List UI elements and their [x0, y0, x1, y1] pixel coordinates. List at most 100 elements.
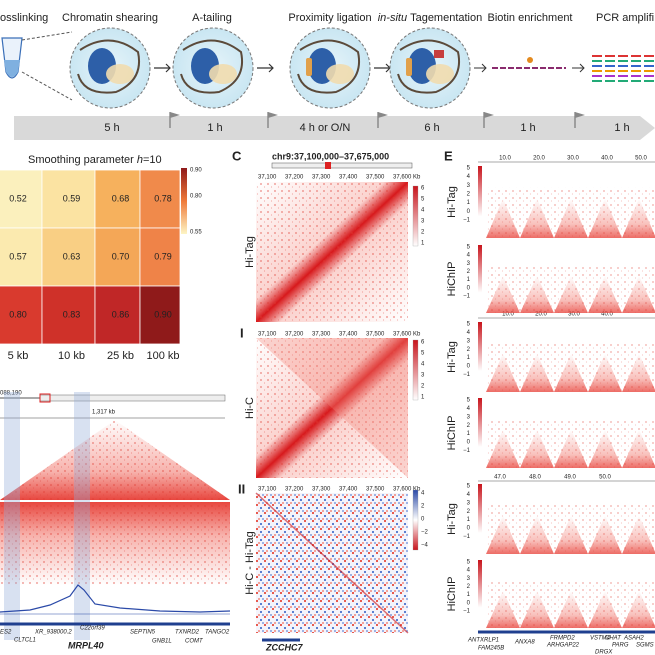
cell-value: 0.57 [9, 251, 27, 261]
colorbar-label: 2 [421, 504, 425, 510]
ideogram-mark [325, 162, 331, 169]
colorbar-label: −1 [463, 294, 471, 300]
axis-label: 37,400 [339, 487, 358, 493]
protein [326, 64, 354, 84]
colorbar-label: 5 [467, 245, 471, 251]
cell-value: 0.59 [63, 193, 81, 203]
duration: 1 h [614, 122, 629, 134]
colorbar [478, 322, 482, 371]
cell-value: 0.79 [154, 251, 172, 261]
gene-label: CLTCL1 [14, 638, 36, 644]
gene-label: ASAH2 [623, 636, 644, 642]
cell-value: 0.86 [112, 309, 130, 319]
axis-label: 37,100 [258, 332, 277, 338]
step-label: Chromatin shearing [62, 12, 158, 24]
colorbar [478, 484, 482, 533]
y-label: Hi-C - Hi-Tag [244, 531, 256, 595]
colorbar-label: 3 [467, 414, 471, 420]
colorbar-label: 3 [467, 183, 471, 189]
gene-label: C22orf39 [80, 626, 105, 632]
gene-label: FRMPD2 [550, 636, 575, 642]
y-label: Hi-Tag [244, 236, 256, 268]
colorbar-label: 0 [467, 209, 471, 215]
track-label: HiChIP [446, 262, 458, 297]
colorbar [478, 560, 482, 608]
axis-label: 37,600 Kb [393, 175, 421, 181]
axis-label: 50.0 [599, 475, 611, 481]
duration: 6 h [424, 122, 439, 134]
protein [106, 64, 134, 84]
axis-label: 30.0 [567, 156, 579, 162]
gene-label: CHAT [605, 636, 622, 642]
colorbar-label: 2 [467, 191, 471, 197]
title-text: Smoothing parameter [28, 154, 137, 166]
track-label: Hi-Tag [446, 186, 458, 218]
axis-label: 37,100 [258, 487, 277, 493]
cell-value: 0.78 [154, 193, 172, 203]
column-label: 25 kb [107, 350, 134, 362]
flag [268, 112, 278, 118]
contact-dots [486, 419, 655, 468]
colorbar-label: 0 [467, 526, 471, 532]
colorbar [478, 398, 482, 447]
step-prefix: in-situ [378, 12, 407, 24]
cell-value: 0.63 [63, 251, 81, 261]
colorbar-label: 4 [467, 492, 471, 498]
colorbar-label: 1 [421, 241, 425, 247]
colorbar-label: −1 [463, 609, 471, 615]
colorbar-label: 2 [467, 509, 471, 515]
biotin [527, 57, 533, 63]
axis-label: 37,600 Kb [393, 332, 421, 338]
step-label: Proximity ligation [288, 12, 371, 24]
gene-label: VSTM4 [590, 636, 611, 642]
axis-label: 37,500 [366, 332, 385, 338]
heatmap-cell [94, 227, 141, 287]
cell-value: 0.68 [112, 193, 130, 203]
track-label: Hi-Tag [446, 503, 458, 535]
colorbar-label: 2 [421, 230, 425, 236]
heatmap-dots [256, 182, 408, 322]
axis-label: 10.0 [499, 156, 511, 162]
cell-value: 0.52 [9, 193, 27, 203]
colorbar-label: 5 [467, 166, 471, 172]
diagonal [255, 492, 409, 634]
heatmap-cell [41, 169, 96, 229]
colorbar-label: 5 [467, 398, 471, 404]
axis-label: 49.0 [564, 475, 576, 481]
arrow [572, 63, 585, 73]
linker [406, 58, 412, 76]
cell-value: 0.80 [9, 309, 27, 319]
colorbar-label: 0 [467, 285, 471, 291]
axis-label: 47.0 [494, 475, 506, 481]
colorbar [412, 489, 419, 551]
protein [209, 64, 237, 84]
gene-label: XR_938000.2 [34, 630, 72, 636]
heatmap-cell [0, 285, 43, 345]
y-label: Hi-C [244, 397, 256, 419]
panel-label: E [444, 148, 453, 163]
contact-dots [486, 343, 655, 392]
colorbar-label: 0 [467, 364, 471, 370]
axis-label: 37,200 [285, 332, 304, 338]
upper-signal [256, 338, 408, 478]
axis-label: 37,400 [339, 332, 358, 338]
heatmap-cell [94, 285, 141, 345]
colorbar-label: 4 [467, 406, 471, 412]
gene-label: ZCCHC7 [265, 642, 303, 652]
colorbar [478, 245, 482, 293]
colorbar-label: 3 [421, 373, 425, 379]
axis-label: 48.0 [529, 475, 541, 481]
heatmap-dots [256, 338, 408, 478]
colorbar-label: 5 [467, 560, 471, 566]
column-label: 5 kb [8, 350, 29, 362]
column-label: 10 kb [58, 350, 85, 362]
colorbar [412, 185, 419, 247]
colorbar-label: 1 [467, 277, 471, 283]
coordinate: 088,190 [0, 391, 22, 397]
timeline [14, 116, 655, 140]
heatmap-cell [139, 285, 181, 345]
contact-dots [0, 420, 230, 500]
colorbar-label: 0 [467, 440, 471, 446]
dna [297, 39, 360, 94]
